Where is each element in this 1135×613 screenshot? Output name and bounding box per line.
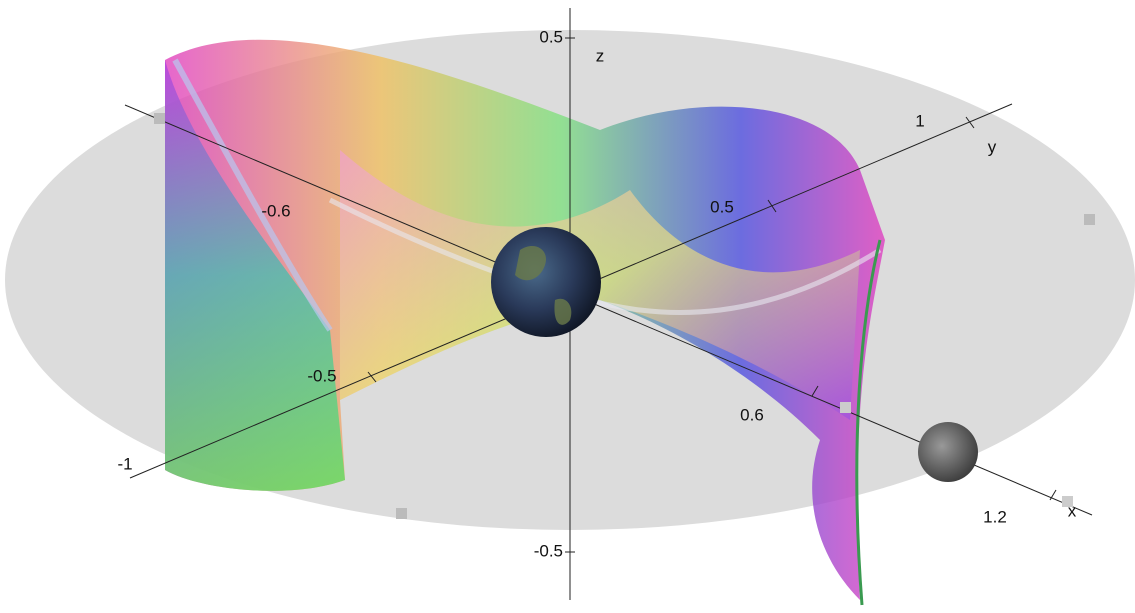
trajectory-curve [172,58,333,332]
marker-cube [1084,214,1095,225]
trajectory-curve [855,239,882,606]
y-tick-label: 1 [915,111,924,130]
x-tick-label: -0.6 [261,201,290,220]
earth-land [515,245,572,325]
moon [918,422,978,482]
tick [367,371,377,383]
z-tick-label: -0.5 [534,541,563,560]
y-tick-label: 0.5 [710,197,734,216]
tick [811,385,819,397]
trajectory-curve [328,197,882,315]
surface-fold [165,60,345,491]
z-tick-label: 0.5 [539,27,563,46]
x-axis-label: x [1068,501,1077,520]
earth [491,227,601,337]
marker-cube [840,402,851,413]
y-tick-label: -1 [117,454,132,473]
z-axis-label: z [596,46,605,65]
marker-cube [396,508,407,519]
tick [965,116,975,129]
tick [1049,489,1057,501]
y-tick-label: -0.5 [307,366,336,385]
y-axis-label: y [988,137,997,156]
marker-cube [154,113,165,124]
marker-cube [1062,496,1073,507]
x-tick-label: 1.2 [983,507,1007,526]
x-tick-label: 0.6 [740,405,764,424]
tick [767,199,777,213]
